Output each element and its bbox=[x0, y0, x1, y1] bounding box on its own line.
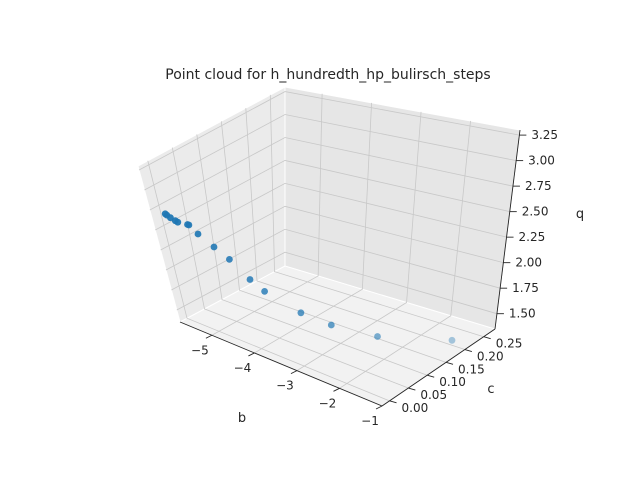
z-tick-label-4: 2.50 bbox=[522, 205, 549, 219]
data-point-9 bbox=[226, 256, 233, 263]
z-gridline-0 bbox=[176, 251, 498, 315]
x-tick-4 bbox=[375, 405, 383, 410]
z-gridline-1 bbox=[171, 228, 501, 291]
y-tick-label-2: 0.10 bbox=[439, 375, 466, 389]
x-tick-label-2: −3 bbox=[276, 379, 294, 393]
axis-panes bbox=[137, 86, 521, 406]
y-tick-3 bbox=[445, 361, 454, 365]
z-gridline-3 bbox=[160, 182, 507, 251]
x-tick-label-0: −5 bbox=[191, 343, 209, 357]
axis-lines bbox=[179, 129, 521, 407]
pane-edge-4 bbox=[137, 86, 286, 167]
chart-title: Point cloud for h_hundredth_hp_bulirsch_… bbox=[165, 67, 490, 83]
grid-lines bbox=[138, 91, 521, 407]
y-tick-0 bbox=[389, 400, 397, 404]
z-gridline-4 bbox=[155, 160, 510, 231]
y-tick-5 bbox=[483, 336, 491, 340]
z-axis-label: q bbox=[576, 207, 584, 222]
z-gridline-5 bbox=[149, 137, 514, 211]
y-tick-label-3: 0.15 bbox=[458, 362, 485, 376]
x-tick-2 bbox=[290, 370, 298, 375]
y-gridline-4 bbox=[245, 108, 465, 350]
z-gridline-7 bbox=[138, 91, 520, 171]
x-gridline-1 bbox=[254, 102, 372, 354]
z-tick-label-6: 3.00 bbox=[528, 154, 555, 168]
y-tick-4 bbox=[464, 349, 472, 352]
data-point-4 bbox=[174, 218, 182, 226]
pane-edge-5 bbox=[284, 86, 521, 131]
x-tick-label-1: −4 bbox=[234, 361, 252, 375]
z-tick-label-1: 1.75 bbox=[512, 281, 539, 295]
z-tick-label-2: 2.00 bbox=[515, 256, 542, 270]
z-tick-label-5: 2.75 bbox=[525, 179, 552, 193]
x-tick-label-4: −1 bbox=[361, 414, 379, 428]
data-point-8 bbox=[210, 243, 218, 251]
y-gridline-0 bbox=[147, 160, 390, 402]
x-gridline-2 bbox=[296, 111, 422, 371]
y-tick-label-4: 0.20 bbox=[477, 350, 504, 364]
y-tick-1 bbox=[408, 387, 416, 391]
tick-labels: −5 −4 −3 −2 −1 0.000.050.100.150.200.25 1.50 1.… bbox=[191, 128, 558, 428]
x-tick-label-3: −2 bbox=[319, 396, 337, 410]
z-tick-label-0: 1.50 bbox=[509, 307, 536, 321]
y-tick-label-0: 0.00 bbox=[402, 401, 429, 415]
z-gridline-6 bbox=[144, 114, 517, 191]
data-points bbox=[161, 210, 456, 344]
data-point-15 bbox=[448, 336, 456, 344]
pane-edge-3 bbox=[137, 165, 181, 323]
pane-edge-1 bbox=[284, 265, 496, 330]
pane-edge-0 bbox=[179, 265, 286, 323]
x-axis-label: b bbox=[238, 411, 246, 426]
data-point-10 bbox=[246, 276, 254, 283]
tick-marks bbox=[205, 134, 527, 410]
y-gridline-5 bbox=[269, 94, 484, 338]
x-gridline-3 bbox=[339, 120, 471, 389]
y-gridline-2 bbox=[196, 134, 428, 376]
data-point-14 bbox=[374, 333, 381, 340]
data-point-11 bbox=[261, 288, 268, 295]
z-axis-line bbox=[494, 129, 521, 330]
data-point-13 bbox=[327, 321, 335, 329]
y-gridline-1 bbox=[171, 147, 409, 389]
x-gridline-0 bbox=[211, 93, 323, 336]
data-point-12 bbox=[297, 309, 305, 317]
x-tick-0 bbox=[205, 334, 213, 339]
z-gridline-2 bbox=[165, 205, 504, 271]
x-tick-3 bbox=[333, 387, 340, 392]
z-tick-label-3: 2.25 bbox=[519, 230, 546, 244]
data-point-2 bbox=[167, 214, 174, 222]
y-tick-2 bbox=[427, 374, 435, 378]
x-axis-line bbox=[179, 321, 383, 407]
z-tick-label-7: 3.25 bbox=[531, 128, 558, 142]
y-axis-label: c bbox=[487, 382, 494, 397]
data-point-6 bbox=[185, 221, 193, 229]
back-pane bbox=[285, 87, 520, 329]
y-tick-label-1: 0.05 bbox=[420, 388, 447, 402]
y-axis-line bbox=[381, 328, 496, 407]
x-tick-1 bbox=[248, 352, 255, 357]
data-point-7 bbox=[194, 230, 202, 238]
y-tick-label-5: 0.25 bbox=[496, 337, 523, 351]
